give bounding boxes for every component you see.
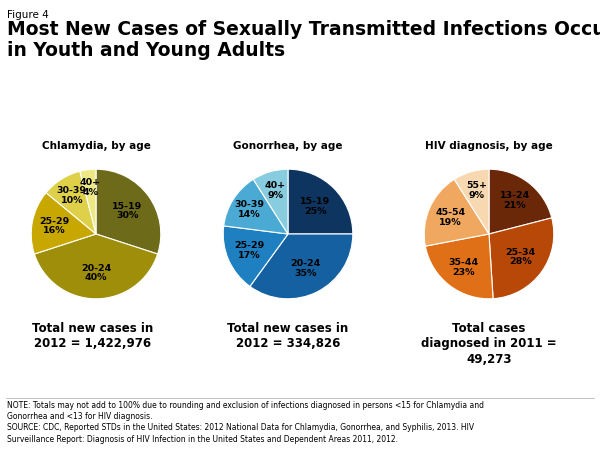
Text: Chlamydia, by age: Chlamydia, by age [41, 141, 151, 151]
Text: 55+
9%: 55+ 9% [466, 181, 487, 200]
Text: 25-34
28%: 25-34 28% [505, 248, 536, 266]
Text: 30-39
10%: 30-39 10% [56, 186, 86, 205]
Text: THE HENRY J.: THE HENRY J. [516, 410, 555, 415]
Wedge shape [80, 169, 96, 234]
Wedge shape [224, 179, 288, 234]
Text: Total cases
diagnosed in 2011 =
49,273: Total cases diagnosed in 2011 = 49,273 [421, 322, 557, 366]
Wedge shape [31, 193, 96, 254]
Text: Total new cases in
2012 = 334,826: Total new cases in 2012 = 334,826 [227, 322, 349, 350]
Wedge shape [250, 234, 353, 299]
Text: HIV diagnosis, by age: HIV diagnosis, by age [425, 141, 553, 151]
Text: 40+
9%: 40+ 9% [265, 181, 286, 200]
Text: Most New Cases of Sexually Transmitted Infections Occur
in Youth and Young Adult: Most New Cases of Sexually Transmitted I… [7, 20, 600, 60]
Wedge shape [424, 179, 489, 246]
Text: 45-54
19%: 45-54 19% [435, 208, 466, 227]
Text: FAMILY: FAMILY [520, 426, 551, 435]
Wedge shape [454, 169, 489, 234]
Text: FOUNDATION: FOUNDATION [515, 436, 556, 441]
Text: 20-24
35%: 20-24 35% [290, 259, 321, 278]
Wedge shape [288, 169, 353, 234]
Wedge shape [253, 169, 288, 234]
Text: Total new cases in
2012 = 1,422,976: Total new cases in 2012 = 1,422,976 [32, 322, 154, 350]
Text: 40+
4%: 40+ 4% [80, 178, 101, 197]
Wedge shape [34, 234, 158, 299]
Text: 20-24
40%: 20-24 40% [81, 264, 111, 282]
Wedge shape [96, 169, 161, 254]
Text: 30-39
14%: 30-39 14% [235, 200, 265, 219]
Text: Figure 4: Figure 4 [7, 10, 49, 20]
Text: 25-29
17%: 25-29 17% [234, 241, 265, 260]
Text: 25-29
16%: 25-29 16% [40, 217, 70, 235]
Wedge shape [425, 234, 493, 299]
Text: 13-24
21%: 13-24 21% [500, 191, 530, 210]
Wedge shape [489, 218, 554, 299]
Wedge shape [46, 171, 96, 234]
Text: Gonorrhea, by age: Gonorrhea, by age [233, 141, 343, 151]
Text: 35-44
23%: 35-44 23% [448, 258, 478, 277]
Text: 15-19
25%: 15-19 25% [301, 197, 331, 216]
Text: NOTE: Totals may not add to 100% due to rounding and exclusion of infections dia: NOTE: Totals may not add to 100% due to … [7, 400, 484, 444]
Text: KAISER: KAISER [514, 416, 557, 426]
Text: 15-19
30%: 15-19 30% [112, 202, 143, 220]
Wedge shape [223, 226, 288, 286]
Wedge shape [489, 169, 552, 234]
